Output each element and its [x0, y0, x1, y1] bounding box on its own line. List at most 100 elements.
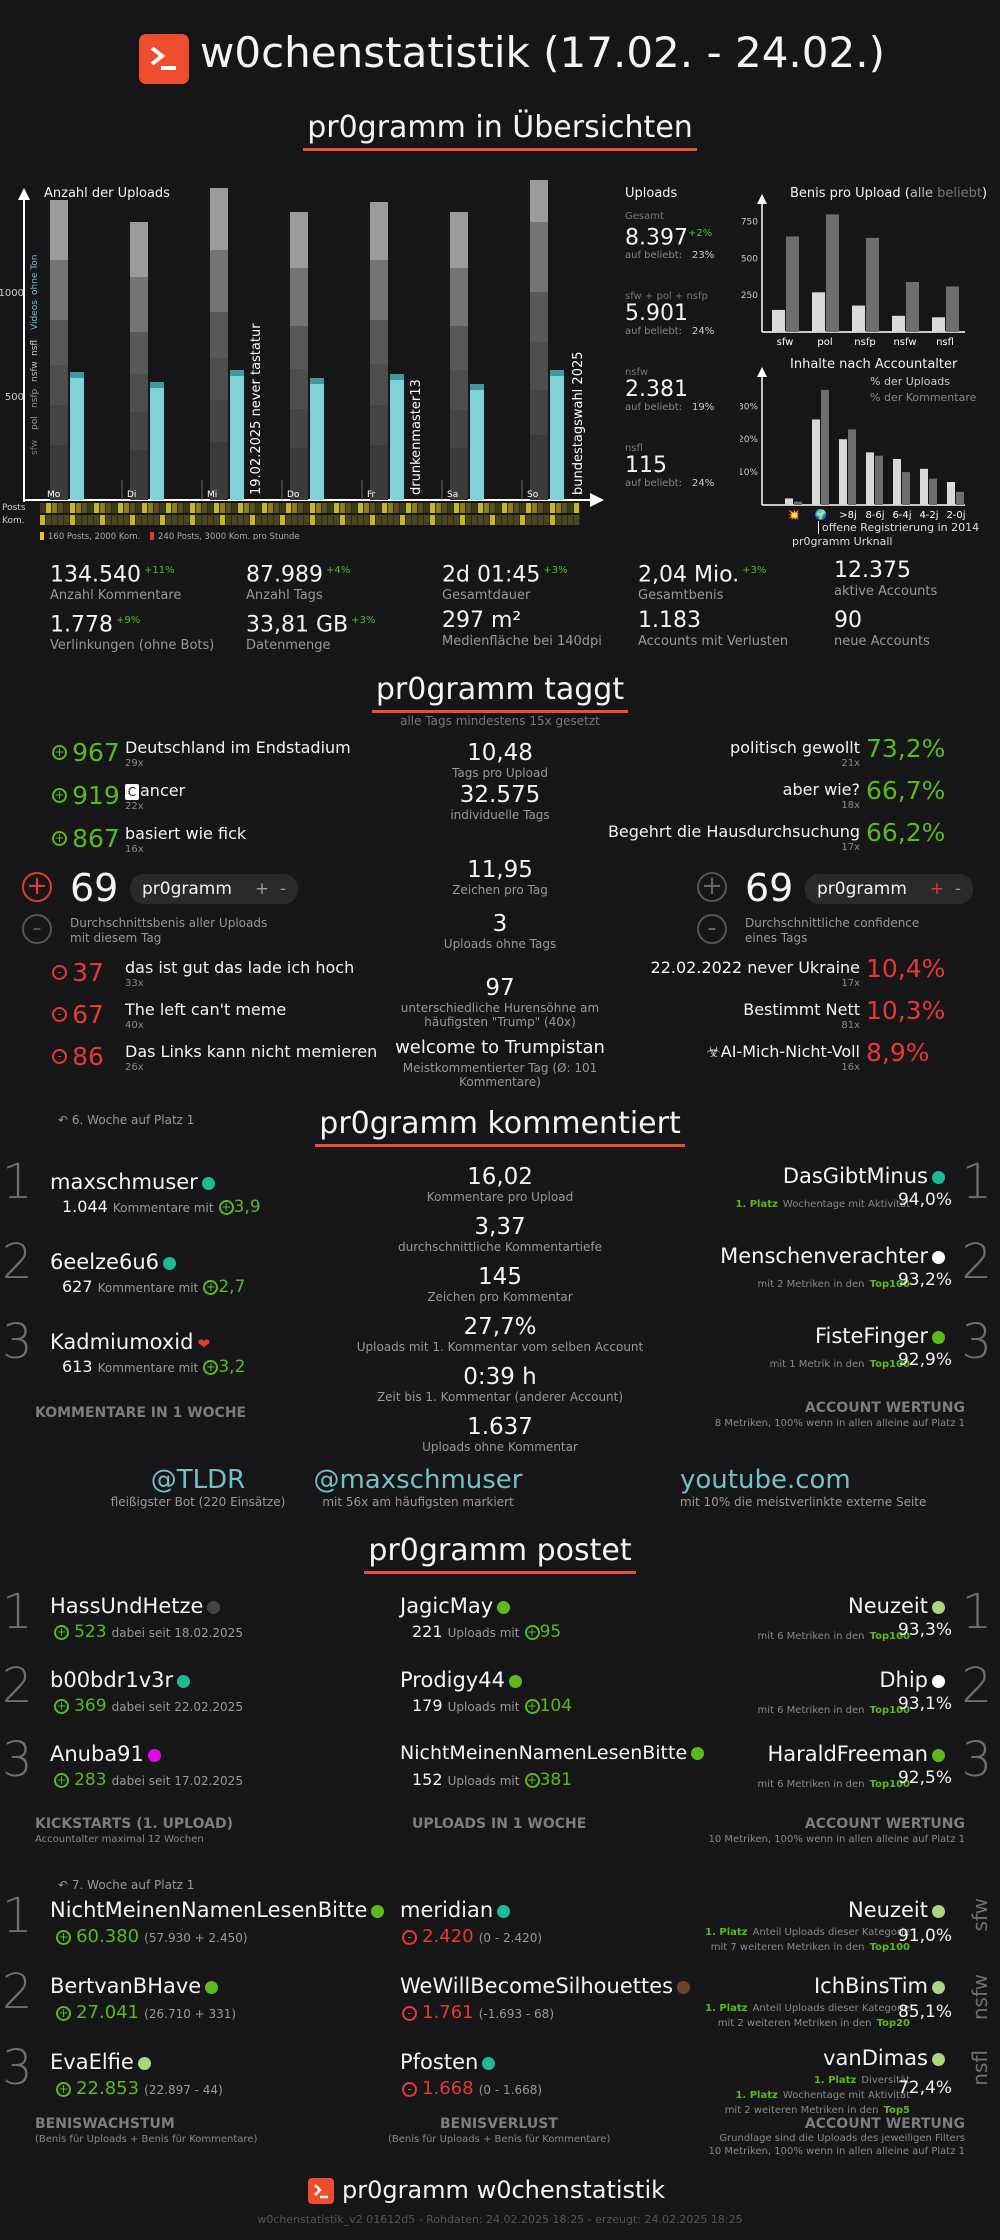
link-label: fleißigster Bot (220 Einsätze): [110, 1495, 286, 1509]
commenter-entry[interactable]: 2 6eelze6u6 627 Kommentare mit +2,7: [0, 1234, 380, 1312]
username[interactable]: HassUndHetze: [50, 1594, 221, 1618]
upload-bar-segment: [130, 222, 148, 277]
gain-entry[interactable]: 3 EvaElfie + 22.853 (22.897 - 44): [0, 2040, 390, 2112]
username[interactable]: FisteFinger: [815, 1324, 945, 1348]
top-tag[interactable]: + 867 basiert wie fick 16x: [52, 824, 392, 855]
stat-item: 134.540 +11% Anzahl Kommentare: [50, 558, 181, 603]
score-percent: 92,5%: [897, 1768, 952, 1788]
plus-icon: +: [218, 1200, 234, 1215]
username[interactable]: Neuzeit: [848, 1594, 945, 1618]
minus-circle-icon[interactable]: -: [22, 914, 52, 944]
username[interactable]: Dhip: [879, 1668, 945, 1692]
uploader-entry[interactable]: Prodigy44 179 Uploads mit +104: [400, 1662, 700, 1732]
score-detail: mit 2 Metriken in den Top100: [757, 1279, 911, 1290]
gain-entry[interactable]: 2 BertvanBHave + 27.041 (26.710 + 331): [0, 1964, 390, 2036]
top-tag[interactable]: + 967 Deutschland im Endstadium 29x: [52, 738, 392, 769]
uploads-value: 2.381: [625, 377, 688, 403]
username[interactable]: HaraldFreeman: [767, 1742, 945, 1766]
flop-tag[interactable]: - 67 The left can't meme 40x: [52, 1000, 392, 1031]
metric-value: 0:39 h: [463, 1364, 537, 1390]
tag-confidence: 8,9%: [866, 1038, 930, 1067]
account-score-entry[interactable]: Neuzeit mit 6 Metriken in den Top100 93,…: [620, 1584, 1000, 1658]
category-label: sfw: [777, 337, 794, 348]
username[interactable]: Kadmiumoxid ❤: [50, 1330, 211, 1354]
highlight-link[interactable]: youtube.com mit 10% die meistverlinkte e…: [680, 1465, 980, 1509]
account-score-entry[interactable]: FisteFinger mit 1 Metrik in den Top100 9…: [620, 1314, 1000, 1392]
commenter-entry[interactable]: 1 maxschmuser 1.044 Kommentare mit +3,9: [0, 1154, 380, 1232]
highlight-link[interactable]: @maxschmuser mit 56x am häufigsten marki…: [298, 1465, 538, 1509]
username[interactable]: IchBinsTim: [814, 1974, 945, 1998]
account-score-entry[interactable]: HaraldFreeman mit 6 Metriken in den Top1…: [620, 1732, 1000, 1806]
kickstart-entry[interactable]: 2 b00bdr1v3r + 369 dabei seit 22.02.2025: [0, 1658, 380, 1732]
comment-metric: 16,02 Kommentare pro Upload: [380, 1164, 620, 1204]
flop-tag[interactable]: - 86 Das Links kann nicht memieren 26x: [52, 1042, 392, 1073]
username[interactable]: b00bdr1v3r: [50, 1668, 191, 1692]
score-detail: mit 1 Metrik in den Top100: [769, 1359, 910, 1370]
highlight-link[interactable]: @TLDR fleißigster Bot (220 Einsätze): [78, 1465, 318, 1509]
username[interactable]: JagicMay: [400, 1594, 511, 1618]
loss-entry[interactable]: WeWillBecomeSilhouettes - 1.761 (-1.693 …: [400, 1966, 700, 2036]
comment-metric: 27,7% Uploads mit 1. Kommentar vom selbe…: [357, 1314, 644, 1354]
loss-entry[interactable]: meridian - 2.420 (0 - 2.420): [400, 1890, 700, 1960]
minus-icon: -: [52, 1049, 67, 1064]
tag-benis-desc: Durchschnittsbenis aller Uploads mit die…: [70, 916, 268, 945]
uploader-entry[interactable]: JagicMay 221 Uploads mit +95: [400, 1588, 700, 1658]
plus-circle-icon[interactable]: +: [22, 872, 52, 902]
kickstart-stats: + 283 dabei seit 17.02.2025: [54, 1770, 243, 1790]
benis-bar-alle: [772, 309, 785, 332]
gain-entry[interactable]: 1 NichtMeinenNamenLesenBitte + 60.380 (5…: [0, 1888, 390, 1960]
username[interactable]: meridian: [400, 1898, 511, 1922]
account-score-entry[interactable]: DasGibtMinus 1. Platz Wochentage mit Akt…: [620, 1154, 1000, 1232]
tag-name: das ist gut das lade ich hoch: [125, 958, 355, 977]
username[interactable]: Neuzeit: [848, 1898, 945, 1922]
account-score-entry[interactable]: Menschenverachter mit 2 Metriken in den …: [620, 1234, 1000, 1312]
link-value[interactable]: @TLDR: [150, 1465, 246, 1495]
username[interactable]: vanDimas: [823, 2046, 945, 2070]
commenter-entry[interactable]: 3 Kadmiumoxid ❤ 613 Kommentare mit +3,2: [0, 1314, 380, 1392]
loss-sub: (Benis für Uploads + Benis für Kommentar…: [388, 2134, 611, 2145]
plus-circle-icon[interactable]: +: [697, 872, 727, 902]
tag-name: Das Links kann nicht memieren: [125, 1042, 378, 1061]
stat-item: 33,81 GB +3% Datenmenge: [246, 608, 375, 653]
uploader-entry[interactable]: NichtMeinenNamenLesenBitte 152 Uploads m…: [400, 1736, 705, 1806]
metric-label: Uploads ohne Kommentar: [422, 1440, 578, 1454]
kickstart-entry[interactable]: 3 Anuba91 + 283 dabei seit 17.02.2025: [0, 1732, 380, 1806]
username[interactable]: DasGibtMinus: [783, 1164, 945, 1188]
tag-count: 16x: [841, 1062, 860, 1073]
username[interactable]: Pfosten: [400, 2050, 496, 2074]
link-value[interactable]: @maxschmuser: [313, 1465, 523, 1495]
uploads-label: nsfl: [625, 443, 643, 455]
username[interactable]: 6eelze6u6: [50, 1250, 177, 1274]
filter-score-entry[interactable]: Neuzeit 1. Platz Anteil Uploads dieser K…: [620, 1890, 1000, 1964]
filter-score-entry[interactable]: vanDimas 1. Platz Diversität 1. Platz Woc…: [620, 2042, 1000, 2116]
username[interactable]: NichtMeinenNamenLesenBitte: [400, 1742, 705, 1764]
minus-circle-icon[interactable]: -: [697, 914, 727, 944]
username[interactable]: Prodigy44: [400, 1668, 522, 1692]
loss-entry[interactable]: Pfosten - 1.668 (0 - 1.668): [400, 2042, 700, 2112]
username[interactable]: EvaElfie: [50, 2050, 151, 2074]
filter-score-entry[interactable]: IchBinsTim 1. Platz Anteil Uploads diese…: [620, 1966, 1000, 2040]
user-badge-dot: [497, 1904, 511, 1918]
section-posts-heading: pr0gramm postet: [0, 1533, 1000, 1574]
footer-meta: w0chenstatistik_v2 01612d5 - Rohdaten: 2…: [257, 2213, 743, 2226]
username[interactable]: WeWillBecomeSilhouettes: [400, 1974, 691, 1998]
username[interactable]: Menschenverachter: [720, 1244, 945, 1268]
username[interactable]: Anuba91: [50, 1742, 161, 1766]
metric-value: welcome to Trumpistan: [395, 1037, 605, 1058]
username[interactable]: maxschmuser: [50, 1170, 215, 1194]
tag-count: 81x: [841, 1020, 860, 1031]
tag-metric: 10,48 Tags pro Upload: [380, 740, 620, 780]
flop-tag[interactable]: - 37 das ist gut das lade ich hoch 33x: [52, 958, 392, 989]
uploads-beliebt: auf beliebt: 23%: [625, 250, 715, 262]
username[interactable]: BertvanBHave: [50, 1974, 219, 1998]
app-logo: [139, 34, 189, 84]
minus-icon: -: [52, 965, 67, 980]
account-score-entry[interactable]: Dhip mit 6 Metriken in den Top100 93,1% …: [620, 1658, 1000, 1732]
link-value[interactable]: youtube.com: [680, 1465, 851, 1495]
account-score-sub: 8 Metriken, 100% wenn in allen alleine a…: [714, 1418, 965, 1429]
tag-count: 40x: [125, 1020, 144, 1031]
age-legend-kommentare: % der Kommentare: [870, 391, 977, 404]
kickstart-entry[interactable]: 1 HassUndHetze + 523 dabei seit 18.02.20…: [0, 1584, 380, 1658]
username[interactable]: NichtMeinenNamenLesenBitte: [50, 1898, 385, 1922]
